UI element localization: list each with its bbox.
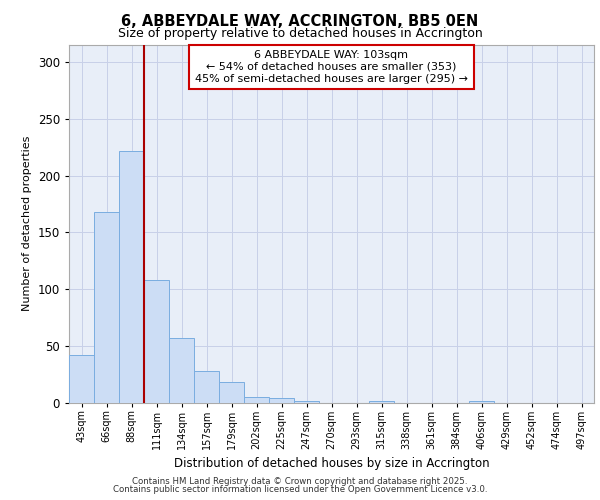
Bar xyxy=(244,397,269,402)
Y-axis label: Number of detached properties: Number of detached properties xyxy=(22,136,32,312)
Text: Contains public sector information licensed under the Open Government Licence v3: Contains public sector information licen… xyxy=(113,485,487,494)
Bar xyxy=(194,370,219,402)
Bar xyxy=(144,280,169,402)
Bar xyxy=(94,212,119,402)
Bar xyxy=(169,338,194,402)
Bar xyxy=(269,398,294,402)
X-axis label: Distribution of detached houses by size in Accrington: Distribution of detached houses by size … xyxy=(173,458,490,470)
Text: 6, ABBEYDALE WAY, ACCRINGTON, BB5 0EN: 6, ABBEYDALE WAY, ACCRINGTON, BB5 0EN xyxy=(121,14,479,29)
Text: Contains HM Land Registry data © Crown copyright and database right 2025.: Contains HM Land Registry data © Crown c… xyxy=(132,477,468,486)
Text: 6 ABBEYDALE WAY: 103sqm
← 54% of detached houses are smaller (353)
45% of semi-d: 6 ABBEYDALE WAY: 103sqm ← 54% of detache… xyxy=(195,50,468,84)
Bar xyxy=(119,150,144,402)
Bar xyxy=(69,355,94,403)
Bar xyxy=(219,382,244,402)
Text: Size of property relative to detached houses in Accrington: Size of property relative to detached ho… xyxy=(118,28,482,40)
